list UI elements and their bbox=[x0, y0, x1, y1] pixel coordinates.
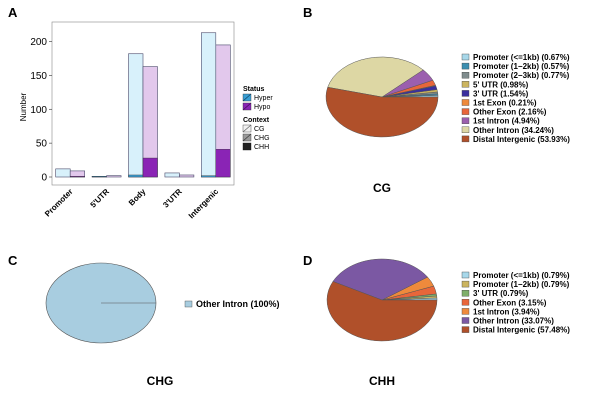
pie-slice bbox=[325, 86, 439, 138]
bar-hyper-chh bbox=[91, 176, 107, 178]
legend-swatch bbox=[461, 290, 470, 297]
pie-legend-chg: Other Intron (100%) bbox=[184, 299, 280, 309]
context-legend-chh: CHH bbox=[254, 144, 269, 151]
bar-hypo-cg bbox=[69, 170, 85, 178]
legend-label: 3' UTR (1.54%) bbox=[473, 89, 529, 98]
bar-hypo-cg bbox=[179, 174, 195, 178]
x-tick-label: Body bbox=[127, 187, 148, 208]
legend-swatch bbox=[461, 99, 470, 106]
legend-swatch bbox=[461, 271, 470, 279]
legend-swatch bbox=[184, 300, 193, 308]
pie-title-chh: CHH bbox=[369, 374, 395, 388]
status-legend-hyper: Hyper bbox=[254, 95, 273, 102]
y-tick-label: 50 bbox=[36, 139, 48, 150]
y-tick-label: 150 bbox=[30, 71, 47, 82]
legend-label: 5' UTR (0.98%) bbox=[473, 80, 529, 89]
pie-slice bbox=[332, 258, 428, 301]
bar-hyper-chh bbox=[201, 175, 217, 178]
legend-swatch bbox=[461, 117, 470, 124]
x-axis-labels: Promoter 5'UTR Body 3'UTR Intergenic bbox=[43, 187, 220, 221]
status-legend-hypo: Hypo bbox=[254, 104, 270, 111]
pie-legend-cg: Promoter (<=1kb) (0.67%)Promoter (1−2kb)… bbox=[461, 53, 570, 144]
y-tick-label: 100 bbox=[30, 105, 47, 116]
legend-label: Promoter (2−3kb) (0.77%) bbox=[473, 71, 570, 80]
legend-label: Distal Intergenic (53.93%) bbox=[473, 135, 570, 144]
pie-slice bbox=[326, 281, 438, 342]
context-legend-title: Context bbox=[243, 117, 270, 124]
legend-swatch bbox=[461, 326, 470, 333]
pie-chart-cg bbox=[325, 56, 439, 138]
legend-swatch bbox=[461, 90, 470, 97]
legend-label: 1st Intron (4.94%) bbox=[473, 117, 540, 126]
legend-label: 3' UTR (0.79%) bbox=[473, 289, 529, 298]
legend-label: 1st Exon (0.21%) bbox=[473, 99, 537, 108]
legend-swatch bbox=[461, 126, 470, 134]
legend-hatch-chg bbox=[242, 133, 252, 142]
legend-label: Promoter (<=1kb) (0.67%) bbox=[473, 53, 570, 62]
panel-letter-b: B bbox=[303, 5, 312, 20]
legend-swatch bbox=[461, 135, 470, 143]
legend-label: 1st Intron (3.94%) bbox=[473, 307, 540, 316]
bar-chart: Number 0 50 100 150 200 Promoter 5'UTR Body 3'U… bbox=[19, 21, 273, 221]
legend-hatch-hyper bbox=[242, 93, 252, 102]
bar-hyper-cg bbox=[128, 53, 144, 178]
legend-label: Other Exon (2.16%) bbox=[473, 108, 547, 117]
x-tick-label: Promoter bbox=[43, 187, 75, 219]
pie-chart-chg bbox=[45, 262, 157, 344]
x-tick-label: 3'UTR bbox=[161, 187, 184, 210]
y-axis-ticks: 0 50 100 150 200 bbox=[30, 37, 52, 184]
legend-swatch bbox=[461, 108, 470, 115]
y-tick-label: 200 bbox=[30, 37, 47, 48]
status-legend-title: Status bbox=[243, 86, 265, 93]
bar-hypo-chh bbox=[215, 149, 231, 178]
pie-slice bbox=[327, 56, 424, 98]
legend-swatch bbox=[461, 81, 470, 88]
legend-label: Promoter (1−2kb) (0.79%) bbox=[473, 280, 570, 289]
panel-letter-c: C bbox=[8, 253, 18, 268]
legend-swatch bbox=[461, 317, 470, 324]
bar-hypo-cg bbox=[106, 175, 122, 178]
legend-swatch bbox=[461, 280, 470, 288]
context-legend-cg: CG bbox=[254, 126, 265, 133]
bar-hyper-cg bbox=[201, 32, 217, 178]
bar-series bbox=[55, 32, 231, 178]
context-legend-chg: CHG bbox=[254, 135, 270, 142]
y-axis-title: Number bbox=[19, 92, 28, 121]
x-tick-label: 5'UTR bbox=[89, 187, 112, 210]
legend-swatch bbox=[461, 71, 470, 79]
bar-hyper-cg bbox=[55, 168, 71, 178]
legend-swatch bbox=[461, 53, 470, 61]
bar-hypo-chh bbox=[142, 157, 158, 178]
legend-label: Other Intron (34.24%) bbox=[473, 126, 554, 135]
bar-hyper-chh bbox=[128, 174, 144, 178]
legend-hatch-cg bbox=[242, 124, 252, 133]
legend-swatch bbox=[461, 308, 470, 315]
legend-label: Other Exon (3.15%) bbox=[473, 298, 547, 307]
bar-hyper-cg bbox=[164, 172, 180, 178]
legend-swatch bbox=[461, 299, 470, 306]
legend-label: Other Intron (33.07%) bbox=[473, 317, 554, 326]
legend-hatch-hypo bbox=[242, 102, 252, 111]
pie-title-cg: CG bbox=[373, 181, 391, 195]
pie-chart-chh bbox=[326, 258, 438, 342]
panel-letter-d: D bbox=[303, 253, 312, 268]
legend-label: Other Intron (100%) bbox=[196, 299, 280, 309]
panel-letter-a: A bbox=[8, 5, 18, 20]
legend-label: Promoter (<=1kb) (0.79%) bbox=[473, 271, 570, 280]
legend-label: Distal Intergenic (57.48%) bbox=[473, 326, 570, 335]
legend-swatch-chh bbox=[242, 142, 252, 151]
pie-legend-chh: Promoter (<=1kb) (0.79%)Promoter (1−2kb)… bbox=[461, 271, 570, 335]
legend-label: Promoter (1−2kb) (0.57%) bbox=[473, 62, 570, 71]
pie-title-chg: CHG bbox=[147, 374, 174, 388]
bar-hypo-chh bbox=[69, 176, 85, 178]
legend-swatch bbox=[461, 62, 470, 70]
bar-legend: Status Hyper Hypo Context CG CHG CHH bbox=[242, 86, 273, 151]
y-tick-label: 0 bbox=[41, 173, 47, 184]
x-tick-label: Intergenic bbox=[187, 187, 221, 221]
